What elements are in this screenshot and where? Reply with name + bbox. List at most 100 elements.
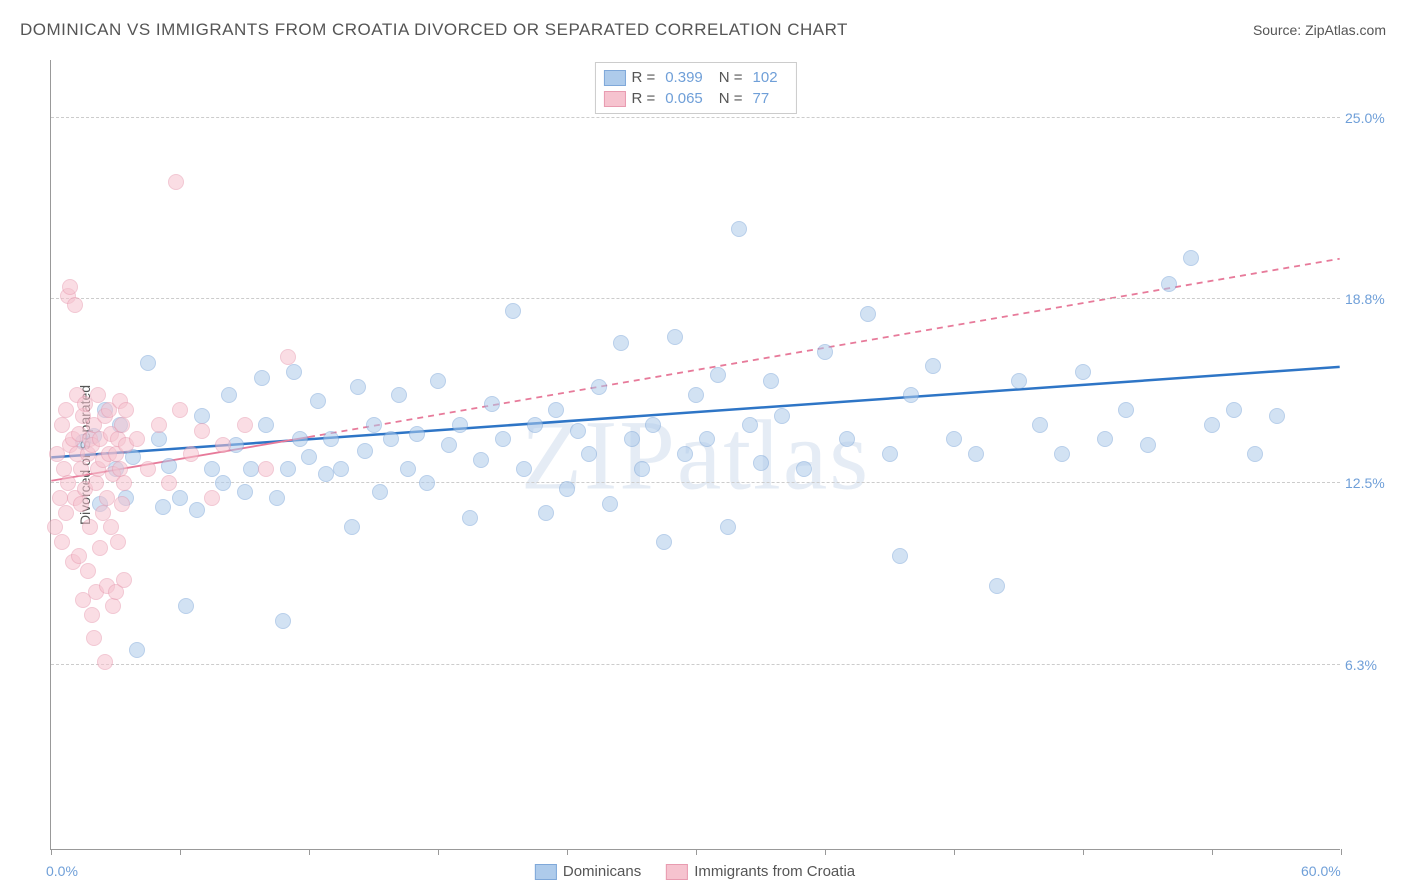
y-tick-label: 12.5% <box>1345 475 1400 491</box>
data-point <box>52 490 68 506</box>
data-point <box>58 505 74 521</box>
data-point <box>613 335 629 351</box>
data-point <box>116 572 132 588</box>
data-point <box>286 364 302 380</box>
data-point <box>1269 408 1285 424</box>
data-point <box>194 423 210 439</box>
data-point <box>667 329 683 345</box>
data-point <box>67 297 83 313</box>
data-point <box>817 344 833 360</box>
data-point <box>634 461 650 477</box>
x-tick <box>1341 849 1342 855</box>
data-point <box>731 221 747 237</box>
data-point <box>839 431 855 447</box>
data-point <box>452 417 468 433</box>
legend-label: Immigrants from Croatia <box>694 863 855 880</box>
watermark: ZIPatlas <box>521 397 870 512</box>
data-point <box>462 510 478 526</box>
data-point <box>925 358 941 374</box>
data-point <box>409 426 425 442</box>
data-point <box>258 461 274 477</box>
data-point <box>473 452 489 468</box>
data-point <box>168 174 184 190</box>
data-point <box>73 496 89 512</box>
data-point <box>624 431 640 447</box>
data-point <box>774 408 790 424</box>
x-tick <box>825 849 826 855</box>
data-point <box>1075 364 1091 380</box>
legend-n-label: N = <box>719 69 743 86</box>
data-point <box>155 499 171 515</box>
legend-row: R = 0.399 N = 102 <box>603 67 787 88</box>
data-point <box>280 349 296 365</box>
x-tick <box>180 849 181 855</box>
data-point <box>105 598 121 614</box>
data-point <box>301 449 317 465</box>
data-point <box>1204 417 1220 433</box>
data-point <box>1161 276 1177 292</box>
plot-area: ZIPatlas R = 0.399 N = 102 R = 0.065 N =… <box>50 60 1340 850</box>
data-point <box>1247 446 1263 462</box>
data-point <box>112 461 128 477</box>
x-tick <box>51 849 52 855</box>
gridline <box>51 664 1340 665</box>
data-point <box>548 402 564 418</box>
data-point <box>720 519 736 535</box>
data-point <box>110 534 126 550</box>
data-point <box>591 379 607 395</box>
legend-swatch <box>666 864 688 880</box>
legend-item: Immigrants from Croatia <box>666 863 855 880</box>
x-tick <box>567 849 568 855</box>
data-point <box>527 417 543 433</box>
x-tick <box>1083 849 1084 855</box>
data-point <box>677 446 693 462</box>
x-tick-label: 60.0% <box>1301 863 1341 879</box>
data-point <box>1054 446 1070 462</box>
data-point <box>194 408 210 424</box>
data-point <box>172 402 188 418</box>
data-point <box>88 475 104 491</box>
data-point <box>161 475 177 491</box>
legend-n-value: 77 <box>753 90 770 107</box>
data-point <box>204 461 220 477</box>
data-point <box>54 417 70 433</box>
y-tick-label: 18.8% <box>1345 291 1400 307</box>
data-point <box>292 431 308 447</box>
data-point <box>419 475 435 491</box>
data-point <box>1226 402 1242 418</box>
chart-container: Divorced or Separated ZIPatlas R = 0.399… <box>50 60 1340 850</box>
data-point <box>505 303 521 319</box>
data-point <box>742 417 758 433</box>
data-point <box>318 466 334 482</box>
data-point <box>114 417 130 433</box>
data-point <box>570 423 586 439</box>
data-point <box>221 387 237 403</box>
data-point <box>58 402 74 418</box>
data-point <box>56 461 72 477</box>
x-tick <box>954 849 955 855</box>
data-point <box>350 379 366 395</box>
data-point <box>357 443 373 459</box>
data-point <box>237 484 253 500</box>
data-point <box>73 461 89 477</box>
data-point <box>90 387 106 403</box>
y-tick-label: 6.3% <box>1345 657 1400 673</box>
data-point <box>699 431 715 447</box>
data-point <box>366 417 382 433</box>
data-point <box>710 367 726 383</box>
data-point <box>989 578 1005 594</box>
data-point <box>118 402 134 418</box>
data-point <box>1011 373 1027 389</box>
data-point <box>243 461 259 477</box>
data-point <box>189 502 205 518</box>
data-point <box>333 461 349 477</box>
legend-swatch <box>535 864 557 880</box>
data-point <box>254 370 270 386</box>
data-point <box>237 417 253 433</box>
data-point <box>129 642 145 658</box>
correlation-legend: R = 0.399 N = 102 R = 0.065 N = 77 <box>594 62 796 114</box>
data-point <box>400 461 416 477</box>
chart-source: Source: ZipAtlas.com <box>1253 22 1386 38</box>
legend-r-value: 0.065 <box>665 90 703 107</box>
data-point <box>92 540 108 556</box>
